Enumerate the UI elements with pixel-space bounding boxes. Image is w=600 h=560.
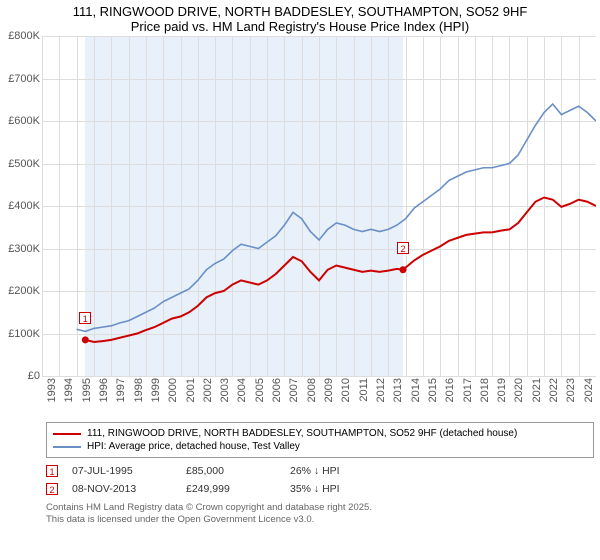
x-tick-label: 2004: [236, 378, 248, 402]
x-tick-label: 2013: [392, 378, 404, 402]
sale-price: £85,000: [186, 465, 276, 477]
x-tick-label: 2018: [479, 378, 491, 402]
legend-row: 111, RINGWOOD DRIVE, NORTH BADDESLEY, SO…: [53, 427, 587, 440]
legend-label: HPI: Average price, detached house, Test…: [87, 441, 300, 452]
legend-swatch: [53, 446, 81, 448]
y-tick-label: £600K: [0, 115, 40, 127]
x-tick-label: 2024: [583, 378, 595, 402]
title-address: 111, RINGWOOD DRIVE, NORTH BADDESLEY, SO…: [0, 4, 600, 19]
x-tick-label: 2007: [288, 378, 300, 402]
x-tick-label: 2008: [306, 378, 318, 402]
x-tick-label: 2016: [444, 378, 456, 402]
plot-region: £0£100K£200K£300K£400K£500K£600K£700K£80…: [42, 36, 596, 376]
y-tick-label: £700K: [0, 73, 40, 85]
x-tick-label: 2017: [462, 378, 474, 402]
chart-area: £0£100K£200K£300K£400K£500K£600K£700K£80…: [42, 36, 596, 376]
x-tick-label: 2019: [496, 378, 508, 402]
legend-swatch: [53, 433, 81, 435]
x-tick-label: 1993: [46, 378, 58, 402]
x-tick-label: 2003: [219, 378, 231, 402]
x-tick-label: 1997: [115, 378, 127, 402]
legend: 111, RINGWOOD DRIVE, NORTH BADDESLEY, SO…: [46, 422, 594, 458]
footer-attribution: Contains HM Land Registry data © Crown c…: [46, 502, 594, 526]
legend-label: 111, RINGWOOD DRIVE, NORTH BADDESLEY, SO…: [87, 428, 517, 439]
x-tick-label: 2005: [254, 378, 266, 402]
x-tick-label: 2001: [185, 378, 197, 402]
x-tick-label: 1998: [133, 378, 145, 402]
series-hpi: [77, 104, 596, 331]
sale-marker-2: 2: [397, 242, 409, 254]
x-tick-label: 1999: [150, 378, 162, 402]
sale-row: 1 07-JUL-1995 £85,000 26% ↓ HPI: [46, 462, 594, 480]
x-tick-label: 2010: [340, 378, 352, 402]
x-tick-label: 2011: [358, 378, 370, 402]
x-tick-label: 2023: [565, 378, 577, 402]
sale-pct: 26% ↓ HPI: [290, 465, 390, 477]
x-tick-label: 1994: [63, 378, 75, 402]
x-tick-label: 2012: [375, 378, 387, 402]
sale-row-marker: 2: [46, 483, 58, 495]
sale-pct: 35% ↓ HPI: [290, 483, 390, 495]
x-tick-label: 2015: [427, 378, 439, 402]
y-tick-label: £200K: [0, 285, 40, 297]
x-axis: 1993 1994 1995 1996 1997 1998 1999 2000 2001 2002…: [42, 376, 596, 416]
x-tick-label: 2002: [202, 378, 214, 402]
x-tick-label: 1995: [81, 378, 93, 402]
title-block: 111, RINGWOOD DRIVE, NORTH BADDESLEY, SO…: [0, 0, 600, 36]
sale-date: 07-JUL-1995: [72, 465, 172, 477]
y-tick-label: £500K: [0, 158, 40, 170]
x-tick-label: 2006: [271, 378, 283, 402]
y-tick-label: £0: [0, 370, 40, 382]
legend-row: HPI: Average price, detached house, Test…: [53, 440, 587, 453]
sale-row-marker: 1: [46, 465, 58, 477]
y-tick-label: £800K: [0, 30, 40, 42]
x-tick-label: 2021: [531, 378, 543, 402]
x-tick-label: 2014: [410, 378, 422, 402]
y-tick-label: £400K: [0, 200, 40, 212]
sale-row: 2 08-NOV-2013 £249,999 35% ↓ HPI: [46, 480, 594, 498]
footer-line1: Contains HM Land Registry data © Crown c…: [46, 502, 594, 514]
y-tick-label: £300K: [0, 243, 40, 255]
y-tick-label: £100K: [0, 328, 40, 340]
series-price_paid: [85, 198, 596, 343]
sales-table: 1 07-JUL-1995 £85,000 26% ↓ HPI 2 08-NOV-2013…: [46, 462, 594, 498]
sale-price: £249,999: [186, 483, 276, 495]
sale-date: 08-NOV-2013: [72, 483, 172, 495]
x-tick-label: 1996: [98, 378, 110, 402]
x-tick-label: 2022: [548, 378, 560, 402]
x-tick-label: 2000: [167, 378, 179, 402]
chart-container: 111, RINGWOOD DRIVE, NORTH BADDESLEY, SO…: [0, 0, 600, 560]
footer-line2: This data is licensed under the Open Gov…: [46, 514, 594, 526]
sale-marker-1: 1: [79, 312, 91, 324]
x-tick-label: 2020: [513, 378, 525, 402]
title-subtitle: Price paid vs. HM Land Registry's House …: [0, 19, 600, 34]
x-tick-label: 2009: [323, 378, 335, 402]
